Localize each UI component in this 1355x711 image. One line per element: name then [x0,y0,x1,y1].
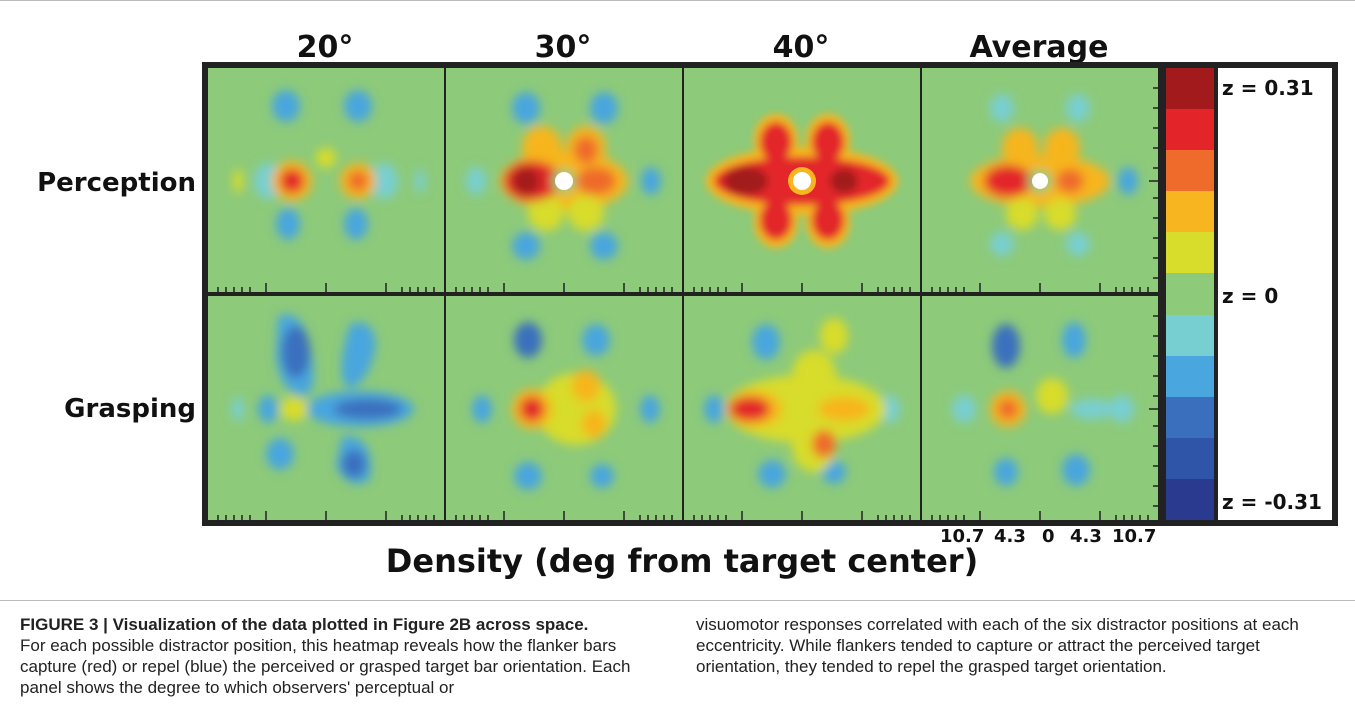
colorbar-segment [1166,150,1214,192]
axis-ticks [217,87,1158,520]
x-tick-label: 4.3 [1070,526,1102,547]
colorbar-segment [1166,437,1214,480]
colorbar-max-label: z = 0.31 [1222,76,1314,100]
heatmap-panel-perception-30 [446,68,682,292]
heatmap-panel-perception-20 [208,68,444,292]
colorbar-legend: z = 0.31 z = 0 z = -0.31 [1218,68,1332,520]
colorbar-segment [1166,68,1214,110]
heatmap-panel-perception-average [922,68,1158,292]
x-tick-label: 10.7 [940,526,985,547]
colorbar-segment [1166,396,1214,439]
colorbar-segment [1166,478,1214,521]
colorbar-min-label: z = -0.31 [1222,490,1322,514]
heatmap-panel-grasping-20 [208,296,444,520]
x-tick-label: 10.7 [1112,526,1157,547]
colorbar-segment [1166,314,1214,357]
caption-divider [0,600,1355,601]
x-tick-label: 4.3 [994,526,1026,547]
heatmap-panel-grasping-40 [684,296,920,520]
figure-caption-text-left: For each possible distractor position, t… [20,636,631,697]
heatmap-figure: z = 0.31 z = 0 z = -0.31 [202,62,1338,526]
colorbar-segment [1166,232,1214,274]
colorbar-segment [1166,191,1214,233]
colorbar-segment [1166,355,1214,398]
row-label-perception: Perception [37,168,196,198]
figure-caption-right: visuomotor responses correlated with eac… [696,614,1316,677]
colorbar [1166,68,1214,521]
column-title-40: 40° [772,30,830,65]
column-title-20: 20° [296,30,354,65]
row-label-grasping: Grasping [64,394,196,424]
heatmap-panel-grasping-average [922,296,1158,520]
colorbar-segment [1166,109,1214,151]
colorbar-mid-label: z = 0 [1222,284,1279,308]
column-title-average: Average [969,30,1109,65]
heatmap-panel-perception-40 [684,68,920,292]
figure-caption-text-right: visuomotor responses correlated with eac… [696,615,1299,676]
figure-caption-left: FIGURE 3 | Visualization of the data plo… [20,614,660,698]
x-tick-label: 0 [1042,526,1055,547]
colorbar-segment [1166,273,1214,316]
x-axis-title: Density (deg from target center) [385,542,979,580]
figure-caption-title: FIGURE 3 | Visualization of the data plo… [20,615,589,634]
top-border [0,0,1355,1]
heatmap-panel-grasping-30 [446,296,682,520]
column-title-30: 30° [534,30,592,65]
